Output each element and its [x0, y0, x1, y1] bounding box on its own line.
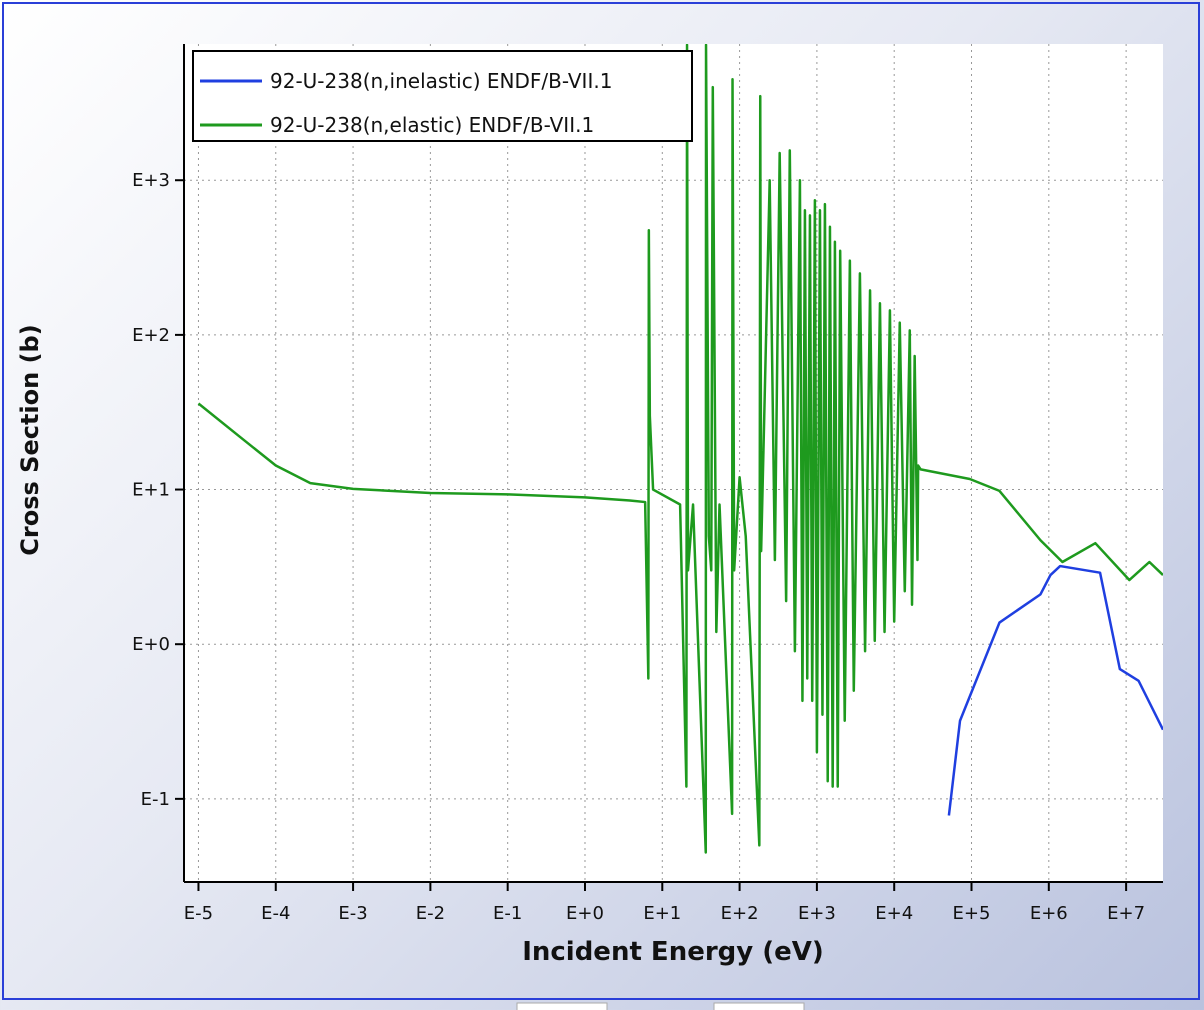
series-line [947, 564, 1163, 816]
button-stub[interactable] [516, 1002, 608, 1010]
y-tick-label: E+0 [132, 634, 170, 655]
x-tick-label: E+6 [1030, 903, 1068, 924]
legend-label: 92-U-238(n,inelastic) ENDF/B-VII.1 [270, 69, 612, 93]
plot-area [184, 44, 1163, 882]
x-tick-label: E+7 [1107, 903, 1145, 924]
x-tick-label: E+0 [566, 903, 604, 924]
x-tick-label: E+1 [643, 903, 681, 924]
x-tick-label: E+5 [953, 903, 991, 924]
y-tick-label: E+2 [132, 325, 170, 346]
button-stub[interactable] [713, 1002, 805, 1010]
y-tick-label: E+3 [132, 170, 170, 191]
x-tick-label: E+3 [798, 903, 836, 924]
x-axis-label: Incident Energy (eV) [522, 937, 824, 967]
x-tick-label: E-5 [184, 903, 213, 924]
y-tick-label: E-1 [141, 789, 170, 810]
x-tick-label: E+2 [721, 903, 759, 924]
y-axis-label: Cross Section (b) [16, 324, 44, 555]
y-tick-label: E+1 [132, 480, 170, 501]
x-tick-label: E+4 [875, 903, 913, 924]
legend-box [192, 50, 693, 142]
x-tick-label: E-2 [416, 903, 445, 924]
legend: 92-U-238(n,inelastic) ENDF/B-VII.1 92-U-2… [192, 50, 693, 142]
x-tick-label: E-1 [493, 903, 522, 924]
lines [197, 44, 1163, 854]
x-tick-label: E-4 [261, 903, 290, 924]
grid [184, 44, 1163, 882]
series-line [197, 44, 1163, 854]
legend-label: 92-U-238(n,elastic) ENDF/B-VII.1 [270, 113, 594, 137]
x-tick-label: E-3 [338, 903, 367, 924]
